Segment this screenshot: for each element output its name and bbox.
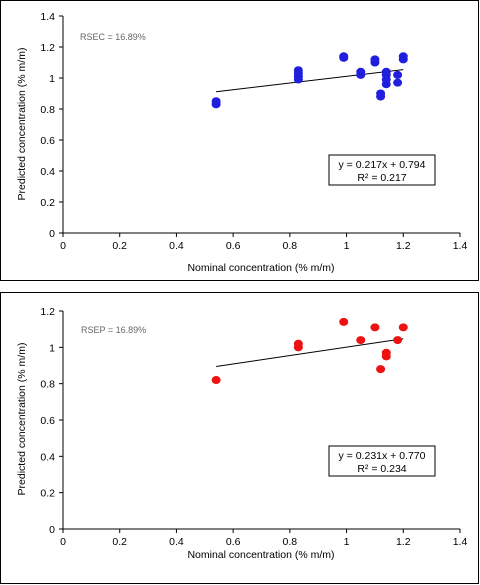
data-point [376,89,386,98]
trendline [216,69,404,93]
data-point [393,70,403,79]
x-tick-label: 0.2 [112,240,127,252]
trendline [216,338,404,367]
x-tick-label: 0.8 [283,536,298,548]
data-point [339,317,349,326]
r-squared-label: R² = 0.217 [357,172,406,184]
data-point [211,97,221,106]
x-tick-label: 1.2 [396,536,411,548]
x-tick-label: 1 [344,240,350,252]
stats-box [328,154,436,186]
x-tick-label: 0.6 [226,536,241,548]
y-tick-label: 0.6 [40,135,55,147]
y-tick-label: 0.4 [40,451,55,463]
y-axis-label: Predicted concentration (% m/m) [16,48,28,201]
data-point [293,66,303,75]
data-point [293,339,303,348]
data-point [339,52,349,61]
data-point [381,67,391,76]
x-tick-label: 0.6 [226,240,241,252]
y-tick-label: 0 [49,228,55,240]
y-tick-label: 0.4 [40,166,55,178]
validation-chart-panel: 0 0.2 0.4 0.6 0.8 1 1.2 1.4 0 0.2 0.4 0.6 0.8 1 1.2 RS… [0,292,479,584]
plot-marks: 0 0.2 0.4 0.6 0.8 1 1.2 1.4 0 0.2 0.4 0.6 0.8 1 1.2 [40,306,467,548]
x-axis-label: Nominal concentration (% m/m) [187,549,334,561]
y-tick-label: 0.2 [40,488,55,500]
y-tick-label: 1 [49,342,55,354]
y-tick-label: 0.8 [40,104,55,116]
data-point [393,78,403,87]
x-tick-label: 1.4 [453,536,468,548]
r-squared-label: R² = 0.234 [357,463,406,475]
data-point [376,365,386,374]
validation-scatter-chart: 0 0.2 0.4 0.6 0.8 1 1.2 1.4 0 0.2 0.4 0.6 0.8 1 1.2 RS… [16,306,467,561]
x-tick-label: 1.2 [396,240,411,252]
data-point [393,336,403,345]
x-tick-label: 0.4 [169,240,184,252]
x-tick-label: 0.8 [283,240,298,252]
annotation-label: RSEP = 16.89% [81,325,146,335]
x-tick-label: 1 [344,536,350,548]
data-point [356,336,366,345]
data-point [398,52,408,61]
y-tick-label: 1 [49,73,55,85]
x-tick-label: 0.2 [112,536,127,548]
calibration-scatter-chart: 0 0.2 0.4 0.6 0.8 1 1.2 1.4 0 0.2 0.4 0.6 0.8 1 1.2 1.4… [16,11,467,274]
stats-box [328,445,436,477]
y-tick-label: 1.2 [40,42,55,54]
x-tick-label: 0.4 [169,536,184,548]
calibration-chart-panel: 0 0.2 0.4 0.6 0.8 1 1.2 1.4 0 0.2 0.4 0.6 0.8 1 1.2 1.4… [0,0,479,281]
trendline-equation: y = 0.231x + 0.770 [339,450,426,462]
y-tick-label: 0 [49,524,55,536]
x-tick-label: 0 [60,240,66,252]
data-point [370,323,380,332]
data-point [211,376,221,385]
data-point [370,55,380,64]
y-axis-label: Predicted concentration (% m/m) [16,343,28,496]
data-point [356,67,366,76]
annotation-label: RSEC = 16.89% [80,32,146,42]
plot-marks: 0 0.2 0.4 0.6 0.8 1 1.2 1.4 0 0.2 0.4 0.6 0.8 1 1.2 1.4 [40,11,467,252]
data-point [381,348,391,357]
data-point [398,323,408,332]
x-tick-label: 0 [60,536,66,548]
x-axis-label: Nominal concentration (% m/m) [187,262,334,274]
x-tick-label: 1.4 [453,240,468,252]
y-tick-label: 0.2 [40,197,55,209]
y-tick-label: 0.8 [40,379,55,391]
y-tick-label: 1.4 [40,11,55,23]
y-tick-label: 1.2 [40,306,55,318]
trendline-equation: y = 0.217x + 0.794 [339,159,426,171]
y-tick-label: 0.6 [40,415,55,427]
